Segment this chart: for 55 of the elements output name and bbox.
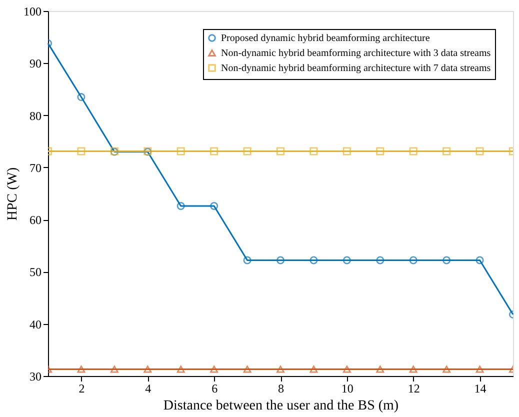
x-axis-title: Distance between the user and the BS (m): [163, 398, 399, 414]
y-tick-label: 40: [30, 317, 42, 332]
y-tick-label: 100: [24, 4, 42, 18]
point: [110, 366, 118, 373]
point: [409, 256, 418, 264]
point: [442, 147, 451, 156]
point: [442, 256, 451, 264]
point: [342, 256, 351, 264]
point: [276, 147, 285, 156]
legend-label: Proposed dynamic hybrid beamforming architecture: [221, 33, 430, 44]
point: [176, 202, 185, 210]
point: [210, 202, 218, 210]
point: [77, 93, 86, 102]
point: [310, 256, 318, 264]
point: [376, 147, 384, 156]
point: [442, 366, 451, 373]
y-tick-label: 50: [30, 265, 42, 280]
point: [243, 366, 252, 373]
point: [176, 366, 185, 373]
x-tick-label: 4: [145, 382, 152, 396]
point: [276, 366, 285, 373]
y-tick-label: 90: [30, 56, 42, 71]
x-tick-label: 2: [78, 382, 85, 396]
x-tick-label: 6: [212, 382, 218, 396]
y-tick-label: 80: [30, 108, 42, 123]
y-tick-label: 30: [30, 370, 42, 384]
point: [376, 366, 384, 373]
x-tick-label: 8: [278, 382, 284, 396]
point: [342, 147, 351, 156]
point: [409, 366, 418, 373]
point: [210, 147, 218, 156]
point: [409, 147, 418, 156]
point: [144, 366, 152, 373]
legend-label: Non-dynamic hybrid beamforming architecture with 7 data streams: [221, 63, 491, 74]
y-tick-label: 60: [30, 213, 42, 228]
point: [310, 147, 318, 156]
legend-label: Non-dynamic hybrid beamforming architecture with 3 data streams: [221, 48, 491, 59]
point: [176, 147, 185, 156]
point: [476, 147, 484, 156]
point: [476, 256, 484, 264]
point: [310, 366, 318, 373]
point: [376, 256, 384, 264]
y-axis-title: HPC (W): [6, 167, 20, 221]
x-tick-label: 12: [408, 382, 420, 396]
point: [342, 366, 351, 373]
y-tick-label: 70: [30, 160, 42, 175]
point: [243, 256, 252, 264]
point: [243, 147, 252, 156]
point: [210, 366, 218, 373]
x-tick-label: 10: [341, 382, 354, 396]
point: [276, 256, 285, 264]
point: [476, 366, 484, 373]
x-tick-label: 14: [474, 382, 486, 396]
point: [77, 366, 86, 373]
point: [77, 147, 86, 156]
